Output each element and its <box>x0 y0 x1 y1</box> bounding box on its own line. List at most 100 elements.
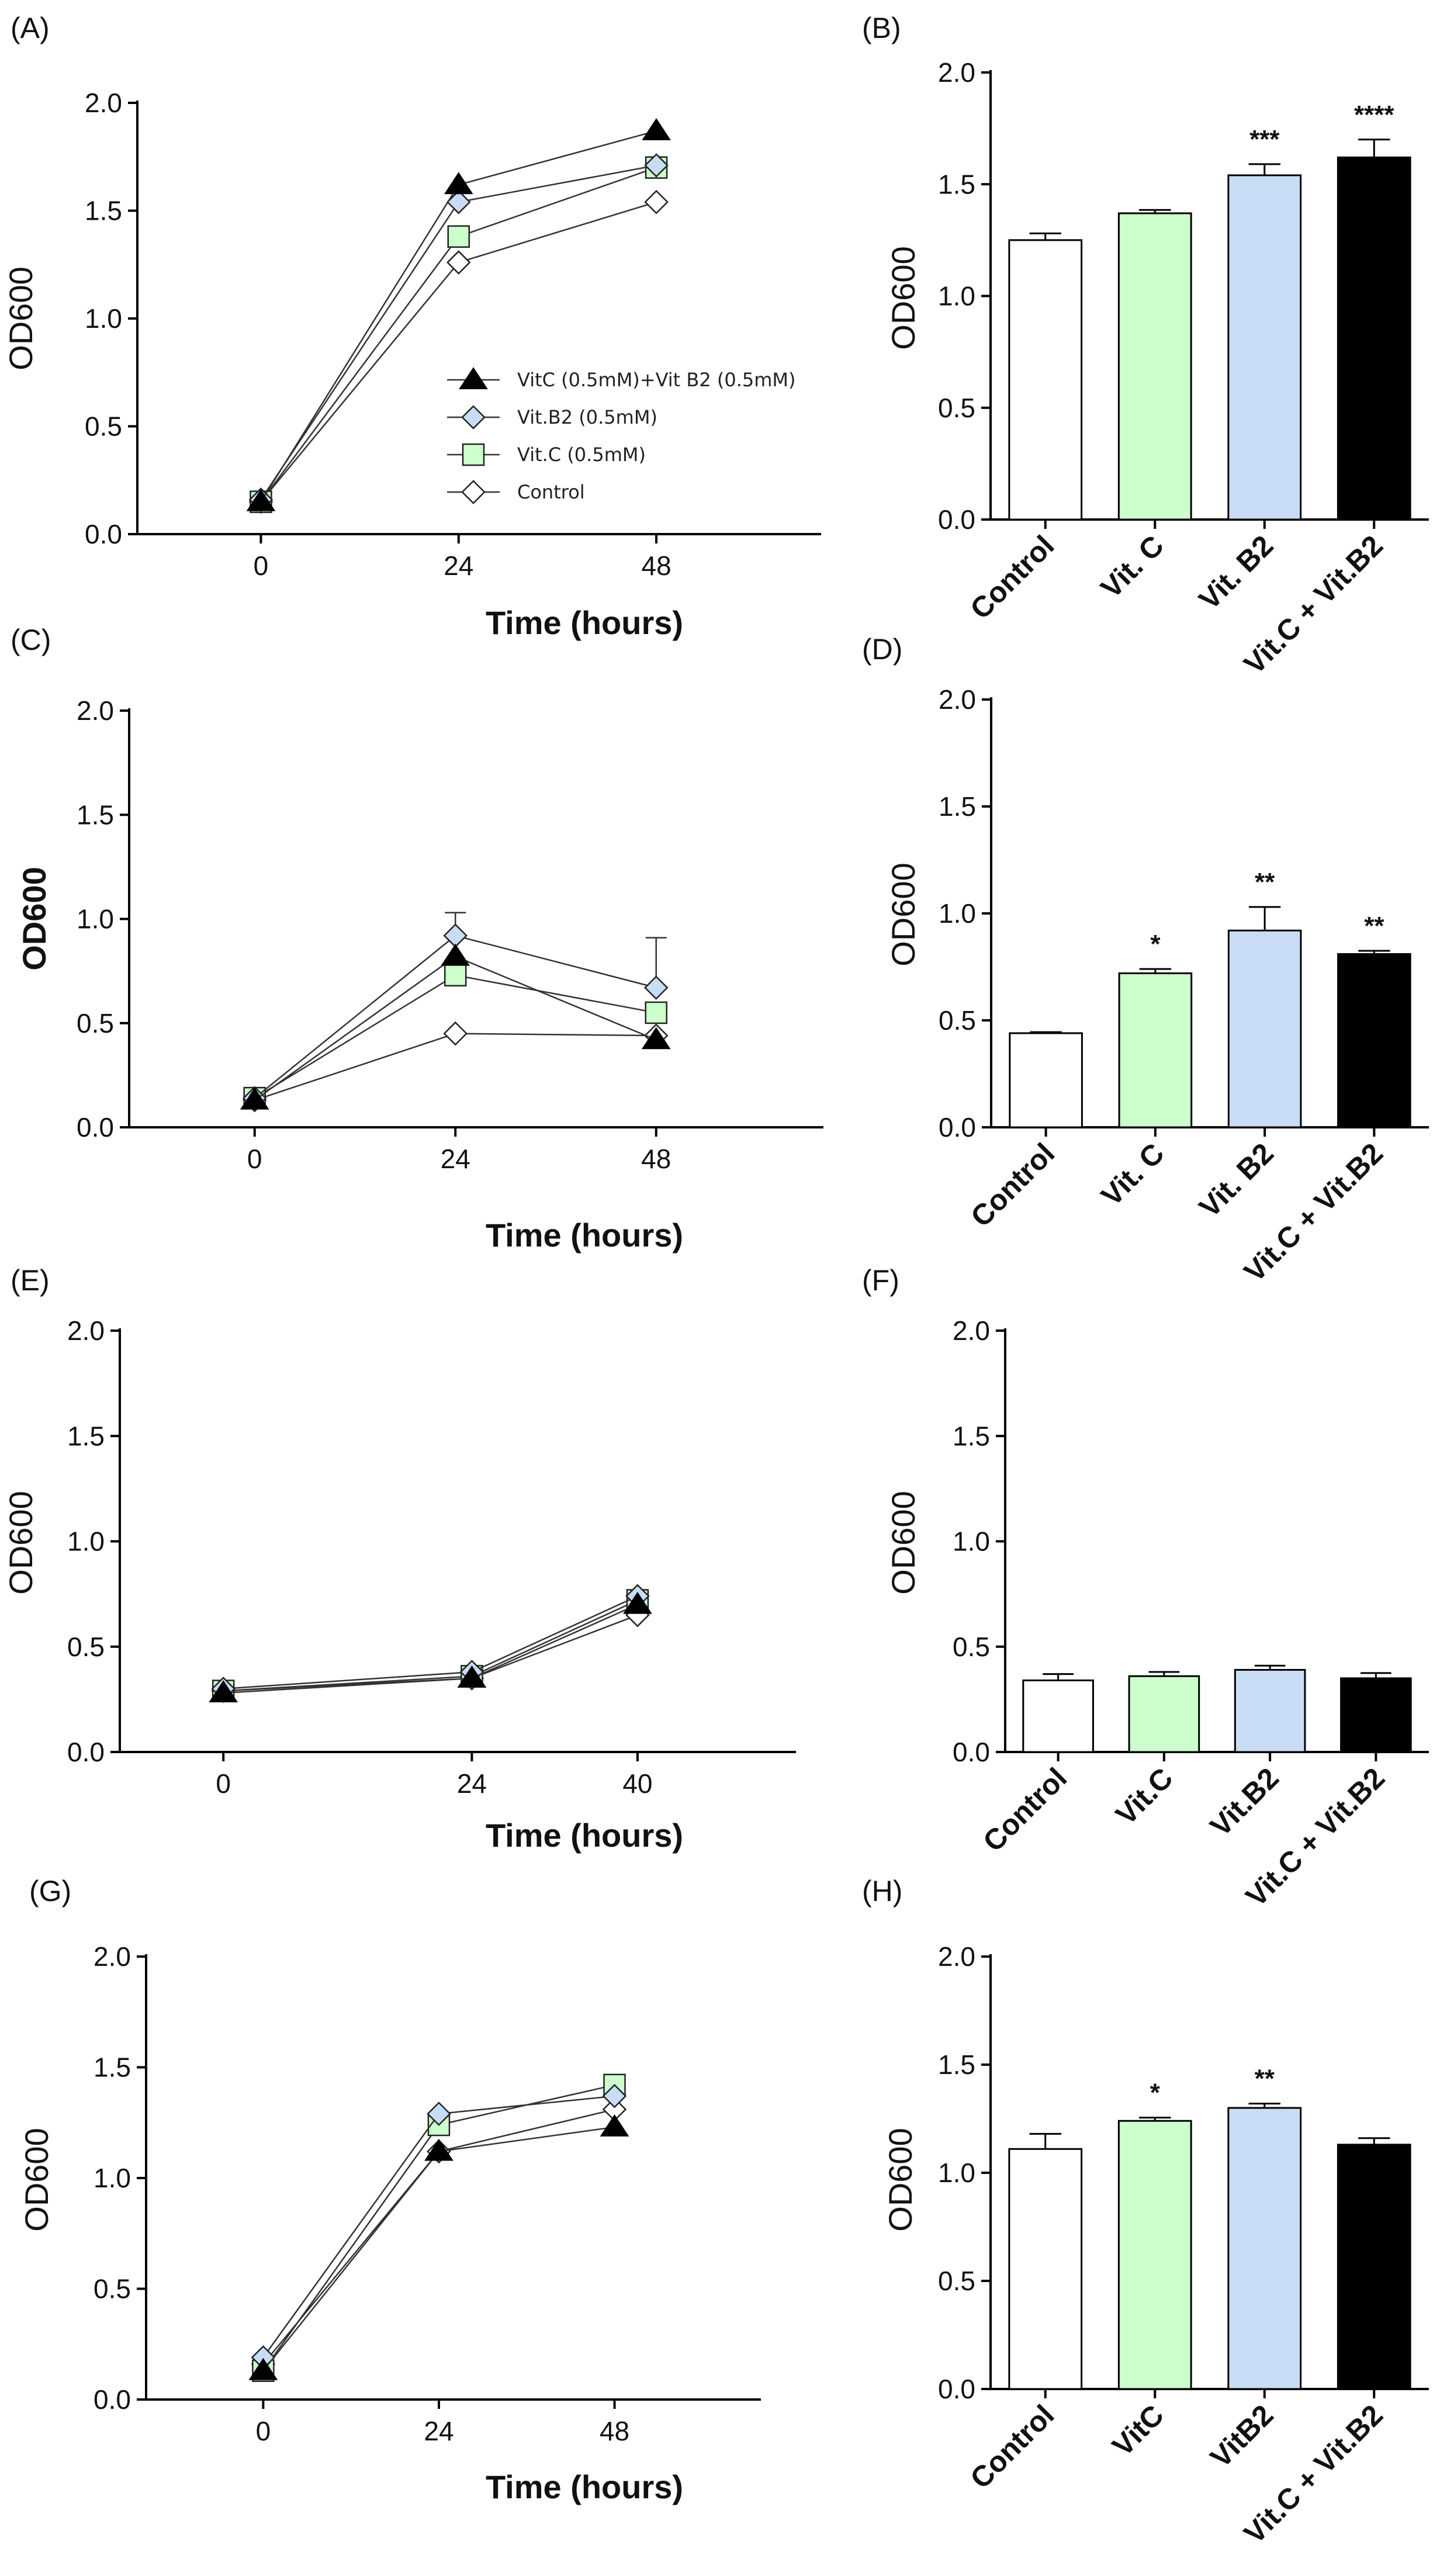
x-tick-label: 24 <box>444 550 473 581</box>
y-tick-label: 0.5 <box>85 411 122 442</box>
series-triangle-3 <box>246 118 671 511</box>
y-tick-label: 2.0 <box>938 1941 975 1972</box>
y-axis-title: OD600 <box>2 1491 39 1594</box>
bar <box>1227 2107 1302 2390</box>
y-tick-label: 1.0 <box>953 1526 990 1557</box>
x-axis-title: Time (hours) <box>486 604 683 641</box>
significance-label: *** <box>1249 125 1280 154</box>
data-point <box>642 118 671 140</box>
series-triangle-3 <box>240 943 671 1110</box>
bar-group: Control <box>977 1673 1094 1858</box>
bar-group: *** Vit. B2 <box>1193 125 1302 616</box>
data-point <box>641 1027 671 1050</box>
y-tick-label: 2.0 <box>85 88 122 118</box>
bar <box>1128 1675 1200 1753</box>
data-point <box>457 1666 487 1688</box>
data-point <box>443 1021 468 1046</box>
bar <box>1022 1679 1094 1753</box>
x-tick-label: 24 <box>424 2416 454 2446</box>
data-point <box>444 964 467 987</box>
category-label: Vit.C <box>1109 1761 1179 1831</box>
bar <box>1009 1032 1083 1128</box>
y-tick-label: 1.5 <box>77 799 114 830</box>
series-triangle-3 <box>209 1591 652 1703</box>
series-diamond-2 <box>211 1584 650 1701</box>
data-point <box>602 2084 627 2108</box>
data-point <box>645 1001 667 1024</box>
x-tick-label: 48 <box>641 550 671 581</box>
bar-group: Control <box>964 232 1083 625</box>
bar-group: ** Vit. B2 <box>1193 868 1302 1224</box>
y-tick-label: 1.0 <box>67 1526 105 1557</box>
panel-B-bar-chart: (B) 0.0 0.5 1.0 1.5 2.0 OD600 Control Vit. C *** V… <box>862 12 1429 681</box>
legend-label: Vit.C (0.5mM) <box>517 444 646 466</box>
data-point <box>441 943 470 966</box>
bar-group: * VitC <box>1106 2079 1192 2463</box>
bar <box>1234 1668 1306 1753</box>
panel-E-line-chart: (E) 0.0 0.5 1.0 1.5 2.0 OD600 0 24 40 Time (hours) <box>2 1264 796 1854</box>
series-diamond-0 <box>242 1021 669 1113</box>
x-axis-title: Time (hours) <box>486 1217 683 1254</box>
bar-group: * Vit. C <box>1095 930 1193 1213</box>
y-tick-label: 1.0 <box>77 904 114 934</box>
y-tick-label: 0.0 <box>85 519 122 549</box>
y-tick-label: 0.0 <box>953 1737 990 1767</box>
panel-letter: (F) <box>862 1264 899 1297</box>
bar <box>1008 2148 1083 2390</box>
data-point <box>644 189 669 214</box>
data-point <box>643 975 669 1000</box>
category-label: Vit.B2 <box>1204 1761 1285 1843</box>
x-tick-label: 0 <box>256 2416 271 2446</box>
x-tick-label: 24 <box>441 1144 470 1174</box>
data-point <box>443 923 468 948</box>
y-tick-label: 0.5 <box>94 2274 131 2304</box>
y-tick-label: 2.0 <box>77 695 114 726</box>
panel-C-line-chart: (C) 0.0 0.5 1.0 1.5 2.0 OD600 0 24 48 Time (hours) <box>11 624 823 1254</box>
series-diamond-2 <box>242 912 669 1110</box>
y-tick-label: 0.0 <box>938 504 975 535</box>
category-label: Vit. C <box>1095 1137 1170 1212</box>
data-point <box>447 225 470 248</box>
y-tick-label: 0.0 <box>939 1112 976 1142</box>
y-tick-label: 1.5 <box>938 2049 975 2080</box>
significance-label: ** <box>1364 912 1384 940</box>
panel-G-line-chart: (G) 0.0 0.5 1.0 1.5 2.0 OD600 0 24 48 Time (hours) <box>18 1875 761 2505</box>
bar <box>1337 953 1411 1128</box>
y-tick-label: 2.0 <box>953 1315 990 1346</box>
bar-group: ** VitB2 <box>1204 2065 1302 2474</box>
y-tick-label: 2.0 <box>938 57 975 88</box>
y-tick-label: 1.0 <box>939 898 976 929</box>
bar-group: Vit. C <box>1095 209 1192 605</box>
series-line <box>223 1599 638 1692</box>
panel-A-line-chart: (A) 0.0 0.5 1.0 1.5 2.0 OD600 0 24 48 Time (hours)… <box>2 12 821 641</box>
y-axis-title: OD600 <box>18 2128 55 2231</box>
legend-label: VitC (0.5mM)+Vit B2 (0.5mM) <box>517 369 796 391</box>
series-line <box>223 1614 638 1692</box>
panel-letter: (C) <box>11 624 51 656</box>
bar <box>1117 212 1192 521</box>
significance-label: ** <box>1255 868 1275 896</box>
series-line <box>262 2126 615 2371</box>
legend-square-icon <box>462 443 485 466</box>
bar-group: Vit.B2 <box>1204 1664 1306 1843</box>
y-tick-label: 1.5 <box>67 1421 105 1451</box>
y-tick-label: 0.5 <box>938 393 975 423</box>
category-label: Control <box>964 1137 1061 1233</box>
y-tick-label: 2.0 <box>67 1315 105 1346</box>
y-tick-label: 2.0 <box>94 1941 131 1972</box>
data-point <box>444 172 473 195</box>
series-triangle-3 <box>248 2114 629 2380</box>
y-axis-title: OD600 <box>885 1491 922 1594</box>
y-tick-label: 1.5 <box>953 1421 990 1451</box>
data-point <box>623 1591 652 1614</box>
series-line <box>223 1595 638 1690</box>
y-tick-label: 1.5 <box>938 169 975 199</box>
panel-letter: (G) <box>29 1875 71 1907</box>
x-tick-label: 48 <box>641 1144 671 1174</box>
category-label: Control <box>964 529 1060 625</box>
series-diamond-2 <box>251 2084 627 2370</box>
y-axis-title: OD600 <box>882 2128 919 2231</box>
data-point <box>248 2357 278 2380</box>
legend-triangle-icon <box>459 367 488 389</box>
